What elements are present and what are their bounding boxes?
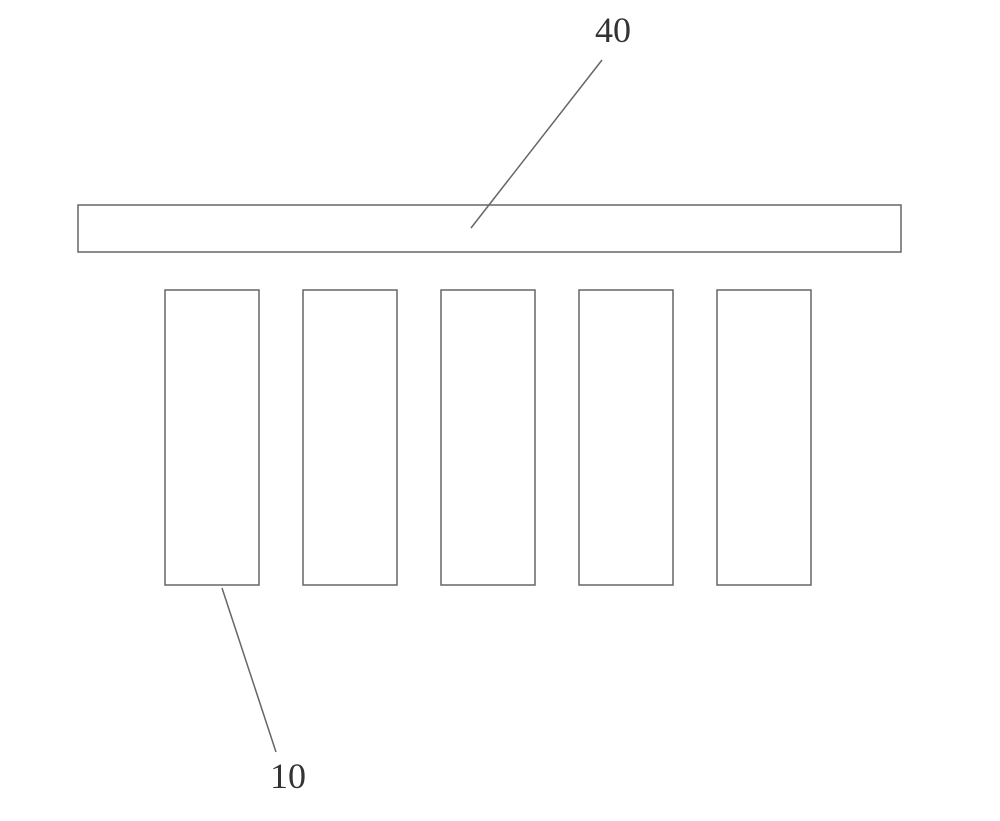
technical-diagram: 40 10 <box>0 0 1000 821</box>
leader-line-1 <box>222 588 276 752</box>
vertical-bar-2 <box>441 290 535 585</box>
vertical-bar-1 <box>303 290 397 585</box>
label-10: 10 <box>270 756 306 796</box>
leader-line-0 <box>471 60 602 228</box>
vertical-bar-4 <box>717 290 811 585</box>
top-bar <box>78 205 901 252</box>
label-40: 40 <box>595 10 631 50</box>
vertical-bar-0 <box>165 290 259 585</box>
vertical-bar-3 <box>579 290 673 585</box>
